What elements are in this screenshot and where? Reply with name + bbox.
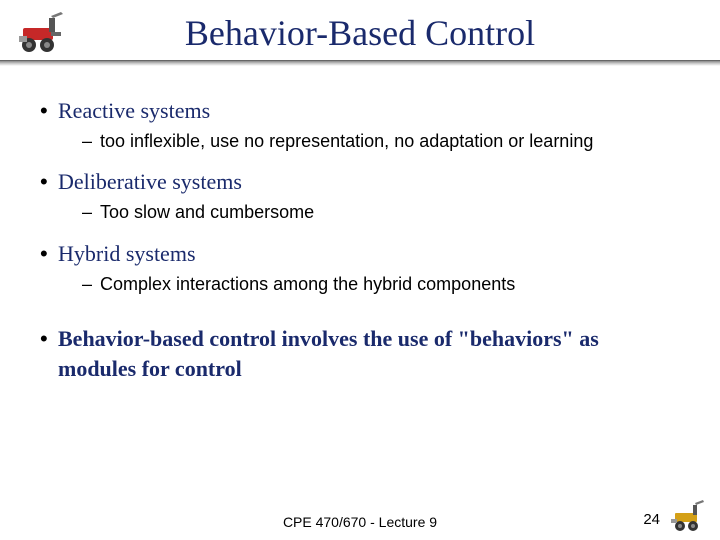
bullet-reactive-sub: too inflexible, use no representation, n… [40,130,680,153]
robot-mower-icon [15,10,75,55]
bullet-reactive: Reactive systems [40,98,680,124]
slide-content: Reactive systems too inflexible, use no … [0,80,720,384]
bullet-deliberative-sub: Too slow and cumbersome [40,201,680,224]
bullet-deliberative: Deliberative systems [40,169,680,195]
page-number: 24 [643,511,660,528]
slide-header: Behavior-Based Control [0,0,720,80]
bullet-behavior-based: Behavior-based control involves the use … [40,324,680,383]
corner-robot-icon [669,499,714,534]
header-divider [0,60,720,66]
bullet-hybrid-sub: Complex interactions among the hybrid co… [40,273,680,296]
slide-footer: CPE 470/670 - Lecture 9 [0,514,720,530]
slide-title: Behavior-Based Control [0,0,720,54]
bullet-hybrid: Hybrid systems [40,241,680,267]
